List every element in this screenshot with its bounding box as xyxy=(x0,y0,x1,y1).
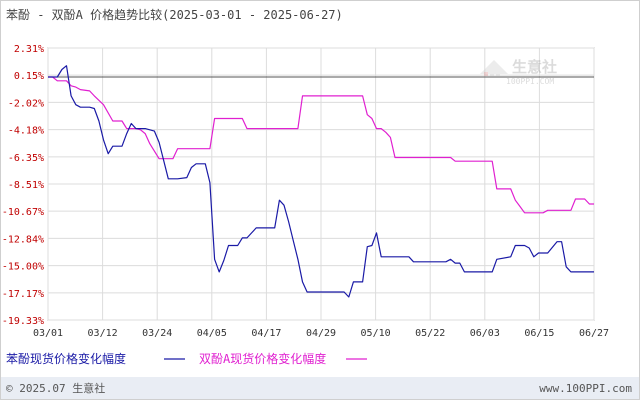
y-tick-label: -15.00% xyxy=(2,262,44,273)
x-tick-label: 06/27 xyxy=(579,328,609,339)
watermark-text: 生意社 xyxy=(512,58,557,76)
footer-link[interactable]: www.100PPI.com xyxy=(539,382,632,395)
legend: 苯酚现货价格变化幅度 双酚A现货价格变化幅度 xyxy=(6,351,367,366)
chart-title: 苯酚 - 双酚A 价格趋势比较(2025-03-01 - 2025-06-27) xyxy=(6,7,343,22)
x-tick-label: 06/03 xyxy=(470,328,500,339)
x-tick-label: 04/05 xyxy=(197,328,227,339)
x-tick-label: 04/29 xyxy=(306,328,336,339)
y-tick-label: -6.35% xyxy=(8,153,44,164)
y-tick-label: -12.84% xyxy=(2,234,44,245)
axes: 2.31% 0.15% -2.02% -4.18% -6.35% -8.51% -10.67… xyxy=(2,44,609,339)
watermark-url: 100PPI.COM xyxy=(506,77,554,86)
x-tick-label: 06/15 xyxy=(524,328,554,339)
y-tick-label: -8.51% xyxy=(8,180,44,191)
y-tick-label: -19.33% xyxy=(2,316,44,327)
x-tick-label: 05/10 xyxy=(361,328,391,339)
grid xyxy=(47,47,595,321)
footer-bar xyxy=(1,377,639,399)
x-tick-label: 03/01 xyxy=(33,328,63,339)
y-tick-label: -10.67% xyxy=(2,207,44,218)
y-tick-label: -4.18% xyxy=(8,126,44,137)
legend-label-bpa: 双酚A现货价格变化幅度 xyxy=(199,351,326,366)
y-tick-label: -17.17% xyxy=(2,289,44,300)
y-tick-label: 0.15% xyxy=(14,71,44,82)
x-tick-label: 03/24 xyxy=(142,328,172,339)
watermark-logo-icon xyxy=(480,60,508,76)
watermark: 生意社 100PPI.COM xyxy=(480,58,557,86)
series xyxy=(48,65,594,298)
x-tick-label: 04/17 xyxy=(251,328,281,339)
y-tick-label: -2.02% xyxy=(8,98,44,109)
x-tick-label: 05/22 xyxy=(415,328,445,339)
x-tick-label: 03/12 xyxy=(88,328,118,339)
legend-label-phenol: 苯酚现货价格变化幅度 xyxy=(6,351,126,366)
series-line-bpa xyxy=(48,76,594,214)
y-tick-label: 2.31% xyxy=(14,44,44,55)
footer-copyright: © 2025.07 生意社 xyxy=(6,381,105,395)
series-line-phenol xyxy=(48,65,594,298)
